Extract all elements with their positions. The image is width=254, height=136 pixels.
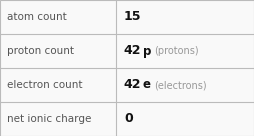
Text: 42: 42 — [124, 44, 141, 58]
Text: atom count: atom count — [7, 12, 67, 22]
Text: net ionic charge: net ionic charge — [7, 114, 91, 124]
Text: (electrons): (electrons) — [154, 80, 207, 90]
Text: 42: 42 — [124, 78, 141, 92]
Text: p: p — [143, 44, 151, 58]
Text: e: e — [143, 78, 151, 92]
Text: electron count: electron count — [7, 80, 83, 90]
Text: 15: 15 — [124, 10, 141, 24]
Text: proton count: proton count — [7, 46, 74, 56]
Text: (protons): (protons) — [154, 46, 199, 56]
Text: 0: 0 — [124, 112, 133, 126]
